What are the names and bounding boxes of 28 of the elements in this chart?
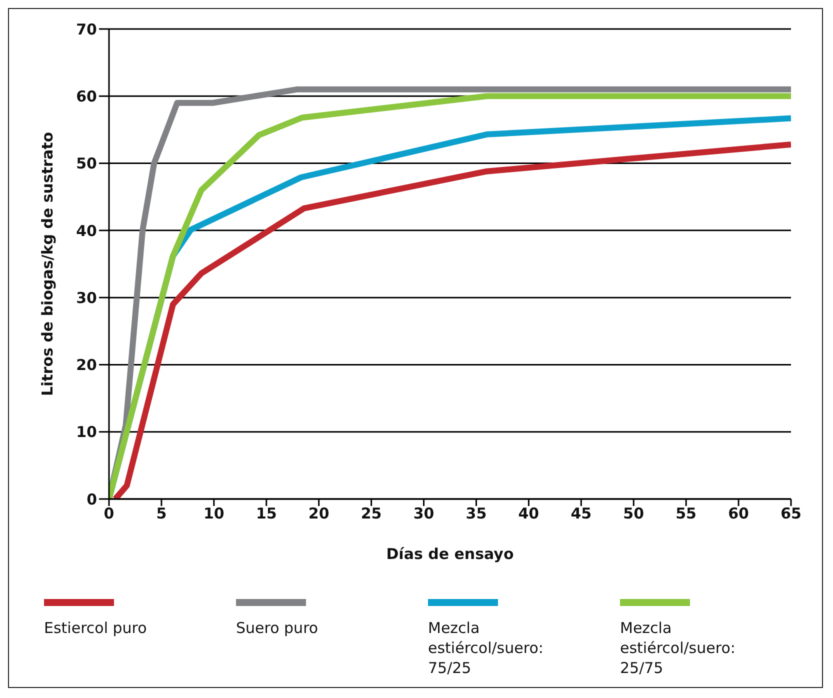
x-axis-title: Días de ensayo	[386, 545, 514, 563]
y-tick-label: 50	[76, 154, 97, 173]
x-tick-label: 40	[518, 504, 540, 523]
y-tick-label: 70	[76, 20, 97, 38]
x-tick-label: 5	[156, 504, 167, 523]
x-tick-label: 35	[466, 504, 487, 523]
y-tick-label: 20	[76, 356, 97, 374]
x-tick-label: 50	[623, 504, 644, 523]
x-tick-label: 65	[780, 504, 802, 523]
y-axis-title: Litros de biogas/kg de sustrato	[38, 132, 56, 396]
legend-label: Mezcla estiércol/suero: 25/75	[620, 618, 736, 678]
y-tick-label: 30	[76, 288, 97, 307]
y-tick-label: 60	[76, 87, 97, 106]
x-tick-label: 0	[104, 504, 114, 523]
x-tick-label: 30	[413, 504, 434, 523]
y-tick-label: 10	[76, 423, 97, 442]
legend-label: Suero puro	[236, 618, 320, 638]
legend-label: Mezcla estiércol/suero: 75/25	[428, 618, 544, 678]
x-tick-label: 60	[728, 504, 749, 523]
y-tick-label: 0	[86, 490, 97, 508]
x-tick-label: 20	[308, 504, 330, 523]
x-tick-label: 25	[360, 504, 382, 523]
x-tick-label: 55	[676, 504, 697, 523]
x-tick-label: 45	[570, 504, 592, 523]
legend-label: Estiercol puro	[44, 618, 148, 638]
y-tick-label: 40	[76, 222, 97, 240]
x-tick-label: 10	[203, 504, 224, 523]
x-tick-label: 15	[256, 504, 277, 523]
